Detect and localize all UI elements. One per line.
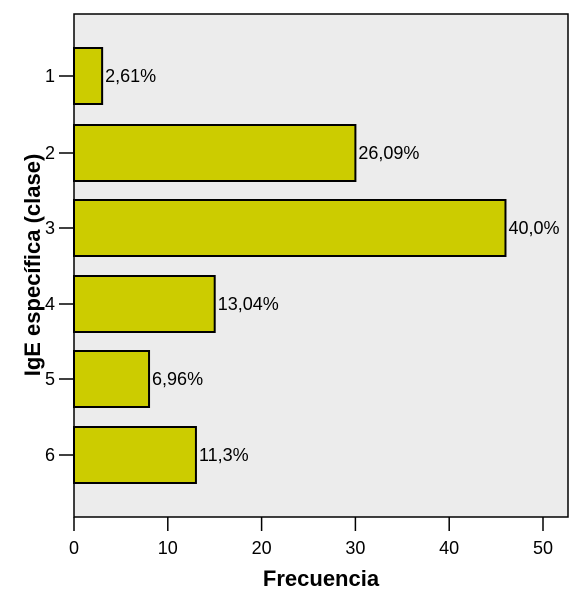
bar-3 bbox=[73, 199, 507, 257]
x-tick-label-40: 40 bbox=[439, 538, 459, 558]
bar-data-label-5: 6,96% bbox=[152, 369, 203, 389]
bar-2 bbox=[73, 124, 357, 182]
y-tick-label-5: 5 bbox=[45, 369, 55, 389]
x-axis-title: Frecuencia bbox=[263, 566, 380, 591]
y-tick-label-4: 4 bbox=[45, 294, 55, 314]
bar-1 bbox=[73, 47, 104, 105]
y-tick-label-2: 2 bbox=[45, 143, 55, 163]
x-tick-label-30: 30 bbox=[345, 538, 365, 558]
bar-5 bbox=[73, 350, 151, 408]
y-axis: 1 2 3 4 5 6 bbox=[45, 66, 74, 465]
bars-layer: 2,61% 26,09% 40,0% 13,04% 6,96% 11,3% bbox=[73, 47, 560, 484]
bar-data-label-6: 11,3% bbox=[199, 445, 249, 465]
y-tick-label-3: 3 bbox=[45, 218, 55, 238]
x-tick-label-50: 50 bbox=[533, 538, 553, 558]
y-tick-label-6: 6 bbox=[45, 445, 55, 465]
bar-data-label-2: 26,09% bbox=[358, 143, 419, 163]
bar-6 bbox=[73, 426, 197, 484]
bar-data-label-4: 13,04% bbox=[218, 294, 279, 314]
y-tick-label-1: 1 bbox=[45, 66, 55, 86]
bar-data-label-1: 2,61% bbox=[105, 66, 156, 86]
bar-data-label-3: 40,0% bbox=[508, 218, 559, 238]
bar-4 bbox=[73, 275, 216, 333]
x-tick-label-20: 20 bbox=[252, 538, 272, 558]
y-axis-title: IgE específica (clase) bbox=[20, 154, 45, 377]
x-tick-label-0: 0 bbox=[69, 538, 79, 558]
x-axis: 0 10 20 30 40 50 bbox=[69, 517, 553, 558]
x-tick-label-10: 10 bbox=[158, 538, 178, 558]
